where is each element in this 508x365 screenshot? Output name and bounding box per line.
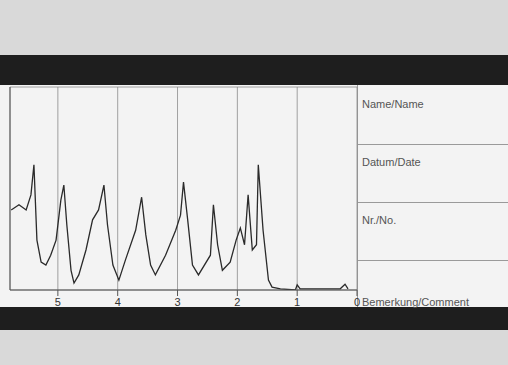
html-text:Datum/Date: Datum/Date bbox=[362, 156, 421, 168]
svg-text:4: 4 bbox=[115, 296, 121, 308]
html-text:Bemerkung/Comment: Bemerkung/Comment bbox=[362, 296, 469, 308]
svg-text:2: 2 bbox=[234, 296, 240, 308]
html-text:Name/Name: Name/Name bbox=[362, 98, 424, 110]
svg-text:1: 1 bbox=[294, 296, 300, 308]
svg-text:5: 5 bbox=[55, 296, 61, 308]
html-text:Nr./No.: Nr./No. bbox=[362, 214, 397, 226]
svg-text:3: 3 bbox=[174, 296, 180, 308]
svg-text:0: 0 bbox=[354, 296, 360, 308]
